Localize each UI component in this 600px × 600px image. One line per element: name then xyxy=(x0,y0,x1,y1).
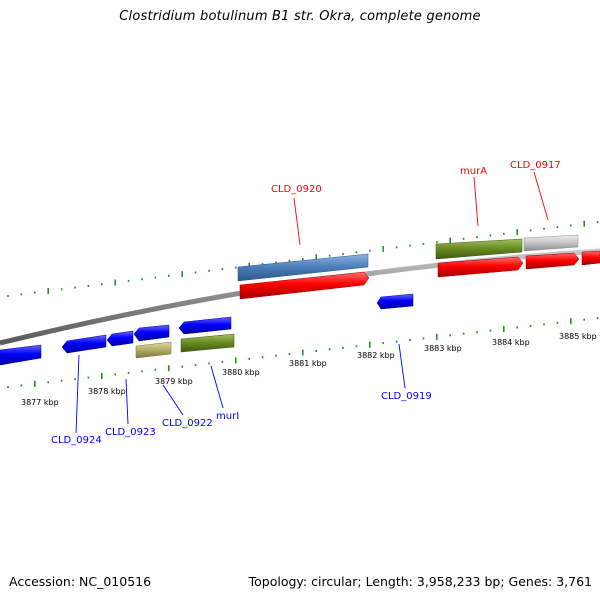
gene-reverse-arrow-cld0923[interactable] xyxy=(106,330,134,347)
kbp-label: 3877 kbp xyxy=(21,398,59,407)
feature-olive-muri[interactable] xyxy=(180,333,235,353)
topology-text: Topology: circular; Length: 3,958,233 bp… xyxy=(248,574,592,589)
gene-label-muri: murI xyxy=(216,411,239,422)
callout-line xyxy=(75,354,80,434)
map-title: Clostridium botulinum B1 str. Okra, comp… xyxy=(119,9,481,24)
gene-reverse-arrow-muri[interactable] xyxy=(178,316,232,335)
gene-label-cld0919: CLD_0919 xyxy=(381,391,432,402)
gene-label-cld0917: CLD_0917 xyxy=(510,160,561,171)
callout-line xyxy=(210,365,224,409)
kbp-label: 3885 kbp xyxy=(559,332,597,341)
gene-reverse-arrow[interactable] xyxy=(0,344,42,366)
callout-line xyxy=(162,384,184,416)
kbp-label: 3884 kbp xyxy=(492,338,530,347)
kbp-label: 3881 kbp xyxy=(289,359,327,368)
kbp-label: 3878 kbp xyxy=(88,387,126,396)
accession-text: Accession: NC_010516 xyxy=(9,574,152,589)
callout-line xyxy=(125,378,129,425)
gene-forward-arrow[interactable] xyxy=(581,250,600,266)
kbp-label: 3883 kbp xyxy=(424,344,462,353)
feature-khaki[interactable] xyxy=(135,341,172,359)
gene-reverse-arrow-cld0924[interactable] xyxy=(61,334,107,354)
gene-forward-arrow[interactable] xyxy=(437,256,524,278)
callout-line xyxy=(398,343,406,389)
gene-reverse-arrow-cld0922[interactable] xyxy=(133,324,170,342)
gene-label-cld0920: CLD_0920 xyxy=(271,184,322,195)
kbp-label: 3880 kbp xyxy=(222,368,260,377)
lower-tick-row xyxy=(7,317,599,388)
upper-tick-row xyxy=(7,220,599,297)
gene-forward-arrow[interactable] xyxy=(239,271,370,300)
callout-line xyxy=(293,197,301,246)
gene-label-mura: murA xyxy=(460,166,487,177)
feature-olive-mura[interactable] xyxy=(435,238,523,260)
gene-label-cld0922: CLD_0922 xyxy=(162,418,213,429)
kbp-label: 3879 kbp xyxy=(155,377,193,386)
feature-steelblue[interactable] xyxy=(237,253,369,282)
feature-grey[interactable] xyxy=(523,234,579,252)
kbp-label: 3882 kbp xyxy=(357,351,395,360)
callout-line xyxy=(473,176,479,227)
gene-label-cld0924: CLD_0924 xyxy=(51,435,102,446)
callout-line xyxy=(533,171,549,221)
gene-reverse-arrow-cld0919[interactable] xyxy=(376,293,414,310)
gene-label-cld0923: CLD_0923 xyxy=(105,427,156,438)
gene-forward-arrow[interactable] xyxy=(525,252,580,270)
